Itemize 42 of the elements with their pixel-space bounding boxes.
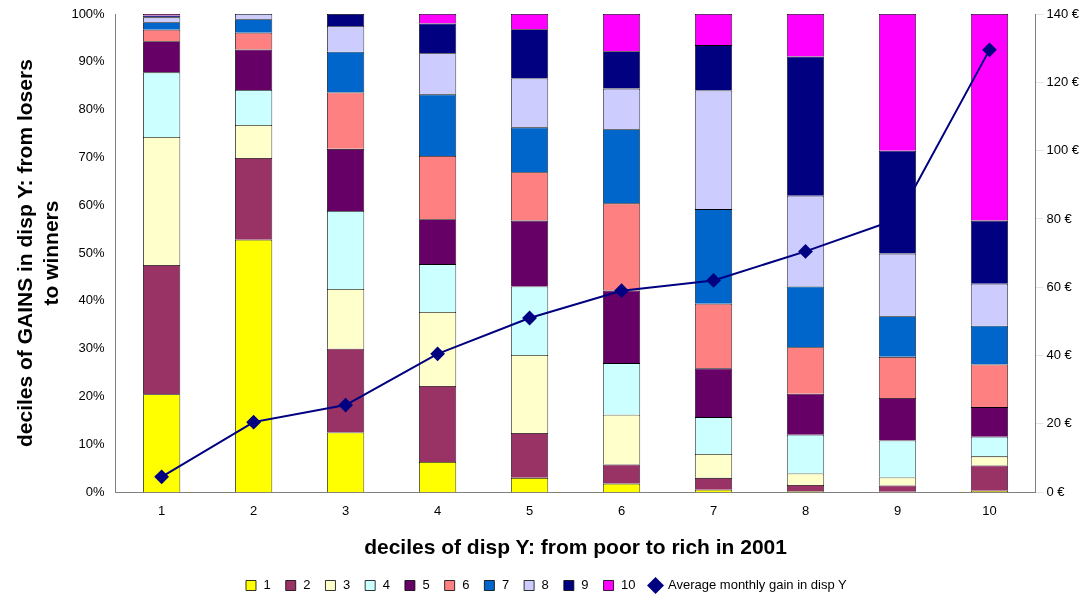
y-tick-label: 50% [78,244,106,260]
x-tick-label: 8 [801,502,810,518]
y2-tick-label: 120 € [1046,73,1080,89]
legend-label: 6 [462,577,470,593]
y2-tick-label: 20 € [1046,415,1073,431]
y-tick-label: 10% [78,435,106,451]
y-axis-title: deciles of GAINS in disp Y: from losers to winners [13,59,62,448]
x-tick-label: 2 [250,502,258,518]
legend-label: 4 [382,577,390,593]
x-tick-label: 10 [982,502,997,518]
legend-label: 2 [303,577,311,593]
y2-tick-label: 140 € [1046,5,1080,21]
y-tick-label: 40% [78,292,106,308]
y2-tick-label: 80 € [1046,210,1073,226]
y2-tick-label: 100 € [1046,142,1080,158]
y-tick-label: 80% [78,101,106,117]
y-tick-label: 60% [78,196,106,212]
y-tick-label: 100% [71,5,106,21]
y2-tick-label: 60 € [1046,278,1073,294]
x-tick-label: 7 [709,502,718,518]
y2-tick-label: 0 € [1046,483,1066,499]
legend-label: 1 [263,577,271,593]
x-tick-label: 1 [158,502,166,518]
y-tick-label: 30% [78,340,106,356]
legend-label: 7 [501,577,510,593]
y-tick-label: 20% [78,388,106,404]
y-tick-label: 70% [78,149,106,165]
y-tick-label: 0% [85,483,106,499]
legend-label: 8 [541,577,549,593]
legend-label: 3 [342,577,351,593]
y2-tick-label: 40 € [1046,347,1073,363]
x-axis-title: deciles of disp Y: from poor to rich in 2001 [364,535,788,559]
x-tick-label: 6 [617,502,626,518]
x-tick-label: 4 [433,502,442,518]
legend-label: 9 [581,577,589,593]
x-tick-label: 5 [525,502,534,518]
legend-label: 5 [422,577,430,593]
legend-label: 10 [621,577,636,593]
legend-label: Average monthly gain in disp Y [668,577,848,593]
x-tick-label: 9 [893,502,902,518]
y-tick-label: 90% [78,53,106,69]
x-tick-label: 3 [341,502,350,518]
